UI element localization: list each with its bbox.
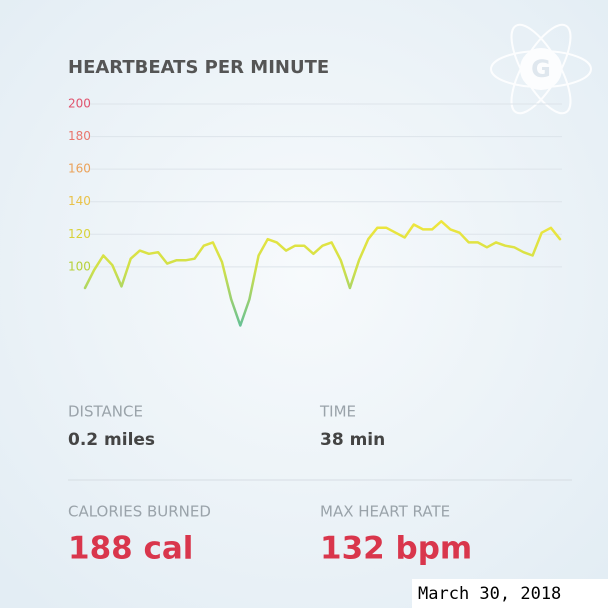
stat-value: 188 cal	[68, 531, 193, 567]
logo: G	[531, 55, 551, 83]
stat-value: 38 min	[320, 430, 385, 450]
stat-value: 0.2 miles	[68, 430, 155, 450]
y-tick-label: 200	[68, 97, 91, 111]
date-box	[412, 579, 608, 608]
stat-label: CALORIES BURNED	[68, 503, 211, 521]
stat-value: 132 bpm	[320, 531, 472, 567]
stat-label: DISTANCE	[68, 403, 143, 421]
heart-rate-line	[83, 220, 562, 327]
stat-label: TIME	[319, 403, 356, 421]
y-tick-label: 160	[68, 162, 91, 176]
date-stamp: March 30, 2018	[418, 584, 561, 604]
stat-label: MAX HEART RATE	[320, 503, 450, 521]
logo-mark	[490, 23, 592, 115]
y-tick-label: 100	[68, 259, 91, 273]
y-tick-label: 180	[68, 129, 91, 143]
chart-title: HEARTBEATS PER MINUTE	[68, 57, 329, 78]
y-tick-label: 120	[68, 227, 91, 241]
y-tick-label: 140	[68, 194, 91, 208]
